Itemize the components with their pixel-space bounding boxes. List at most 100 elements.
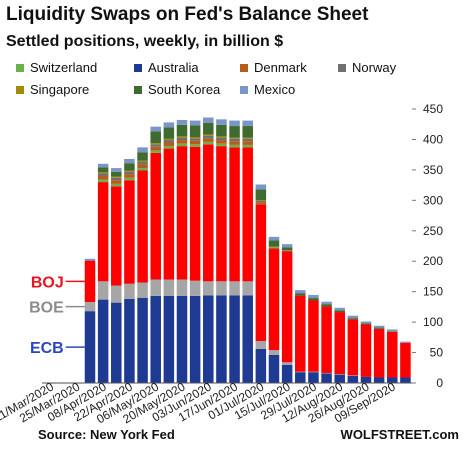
legend-swatch (134, 63, 142, 72)
bar-segment-ecb (308, 372, 319, 383)
bar-segment-boj (334, 312, 345, 375)
annotation-ecb: ECB (30, 340, 64, 357)
y-tick-label: 450 (423, 102, 443, 116)
bar-segment-south-korea (189, 125, 201, 138)
bar-segment-singapore (150, 143, 161, 145)
bar-segment-boe (281, 362, 293, 365)
bar-segment-boe (229, 281, 240, 296)
bar-segment-boj (242, 147, 253, 282)
bar-segment-switzerland (163, 146, 175, 149)
y-tick-label: 350 (423, 163, 443, 177)
bar-segment-singapore (255, 200, 267, 201)
bar-segment-norway (268, 247, 280, 248)
bar-segment-boj (203, 144, 214, 282)
bar-segment-singapore (111, 176, 122, 178)
bar-segment-south-korea (229, 126, 240, 138)
bar-segment-ecb (373, 377, 385, 383)
legend-item-switzerland: Switzerland (16, 60, 97, 75)
bar-segment-ecb (216, 295, 227, 383)
bar-segment-boj (229, 147, 240, 282)
bar-segment-boe (268, 350, 280, 355)
bar-segment-ecb (360, 376, 372, 383)
bar-segment-mexico (124, 158, 135, 164)
legend-swatch (16, 63, 24, 72)
bar-segment-ecb (203, 295, 214, 383)
bar-segment-south-korea (295, 293, 306, 296)
bar-segment-south-korea (242, 126, 253, 138)
bar-segment-boj (321, 306, 332, 373)
bar-segment-switzerland (150, 150, 161, 153)
bar-segment-mexico (111, 168, 122, 172)
bar-segment-south-korea (373, 327, 385, 329)
legend-swatch (16, 85, 24, 94)
bar-segment-mexico (97, 163, 109, 168)
bar-segment-boe (347, 375, 359, 376)
bar-segment-switzerland (124, 177, 135, 181)
bar-segment-norway (229, 138, 240, 142)
bar-segment-south-korea (111, 171, 122, 177)
bar-segment-ecb (242, 295, 253, 383)
legend-item-denmark: Denmark (240, 60, 307, 75)
bar-segment-denmark (111, 180, 122, 184)
bar-segment-mexico (308, 295, 319, 299)
bar-segment-ecb (400, 377, 411, 383)
bar-segment-switzerland (137, 168, 148, 171)
bar-segment-mexico (163, 122, 175, 128)
bar-segment-ecb (189, 295, 201, 383)
bar-segment-south-korea (163, 127, 175, 139)
bar-segment-ecb (163, 295, 175, 383)
bar-segment-mexico (347, 315, 359, 319)
bar-segment-norway (176, 137, 188, 141)
bar-segment-denmark (281, 250, 293, 252)
bar-segment-south-korea (176, 124, 188, 137)
bar-segment-boj (124, 180, 135, 284)
bar-segment-switzerland (97, 179, 109, 183)
bar-segment-ecb (255, 348, 267, 383)
bar-segment-boe (203, 281, 214, 296)
bar-segment-boj (176, 146, 188, 280)
bar-segment-denmark (137, 164, 148, 169)
chart-subtitle: Settled positions, weekly, in billion $ (6, 33, 284, 50)
bar-segment-boe (255, 340, 267, 349)
bar-segment-boe (334, 374, 345, 375)
bar-segment-south-korea (321, 304, 332, 307)
legend-label: South Korea (148, 82, 221, 97)
bar-segment-boj (84, 260, 96, 303)
bar-segment-norway (216, 137, 227, 141)
bar-segment-boe (321, 372, 332, 374)
bar-segment-ecb (84, 311, 96, 383)
bar-segment-mexico (373, 325, 385, 328)
bar-segment-south-korea (308, 298, 319, 301)
bar-segment-mexico (189, 120, 201, 126)
bar-segment-boj (163, 148, 175, 280)
bar-segment-mexico (387, 329, 398, 332)
bar-segment-boj (347, 319, 359, 376)
bar-segment-denmark (268, 247, 280, 250)
bar-segment-switzerland (216, 143, 227, 147)
bar-segment-singapore (137, 160, 148, 162)
bar-segment-ecb (150, 295, 161, 383)
legend-label: Mexico (254, 82, 296, 97)
bar-segment-boj (137, 170, 148, 283)
legend-item-singapore: Singapore (16, 82, 89, 97)
bar-segment-mexico (295, 290, 306, 294)
bar-segment-switzerland (189, 144, 201, 147)
bar-segment-south-korea (281, 247, 293, 251)
bar-segment-south-korea (268, 240, 280, 247)
bar-segment-boe (163, 279, 175, 296)
bar-segment-mexico (150, 126, 161, 132)
bar-segment-boj (111, 186, 122, 286)
bar-segment-mexico (360, 321, 372, 324)
bar-segment-norway (124, 171, 135, 175)
legend-label: Australia (148, 60, 199, 75)
bar-segment-denmark (97, 175, 109, 180)
bar-segment-boj (295, 295, 306, 372)
bar-segment-south-korea (203, 123, 214, 135)
bar-segment-boj (360, 324, 372, 377)
bar-segment-south-korea (334, 310, 345, 313)
bar-segment-boe (189, 280, 201, 296)
bar-segment-south-korea (137, 152, 148, 161)
bar-segment-south-korea (216, 124, 227, 137)
bar-segment-ecb (268, 354, 280, 383)
bar-segment-mexico (255, 184, 267, 190)
